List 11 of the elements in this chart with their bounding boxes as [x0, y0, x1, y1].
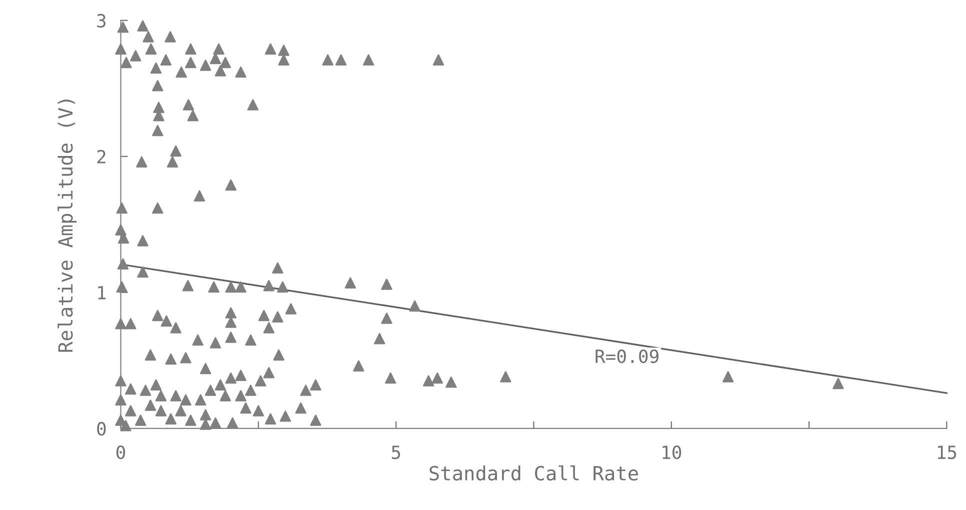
- annotation: R=0.09: [596, 349, 658, 364]
- y-tick-label: 2: [97, 150, 106, 164]
- x-tick-label: 0: [116, 445, 126, 460]
- x-tick-label: 5: [392, 446, 400, 460]
- y-tick-label: 1: [98, 286, 106, 300]
- y-tick-label: 0: [97, 422, 106, 436]
- x-tick-label: 10: [662, 445, 682, 460]
- y-axis-title: Relative Amplitude (V): [58, 100, 77, 352]
- y-tick-label: 3: [97, 14, 106, 28]
- x-tick-label: 15: [938, 446, 956, 460]
- x-axis-title: Standard Call Rate: [430, 465, 638, 481]
